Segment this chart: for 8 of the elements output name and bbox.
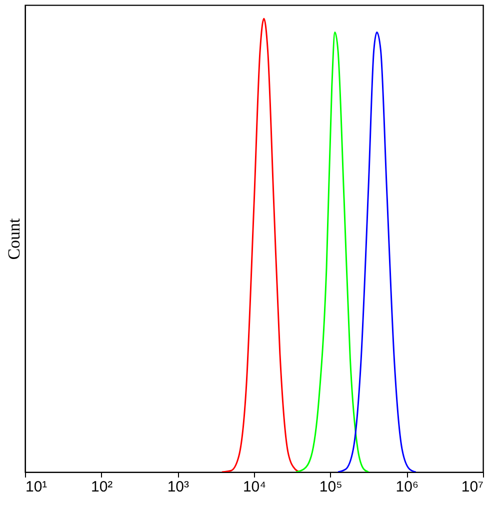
x-tick-label: 10⁶ — [396, 478, 419, 496]
y-axis-title: Count — [4, 218, 24, 260]
x-tick-label: 10⁵ — [319, 478, 342, 496]
x-tick-label: 10³ — [167, 478, 190, 496]
x-tick-label: 10¹ — [26, 478, 48, 496]
x-tick-label: 10⁴ — [242, 478, 266, 496]
x-tick-label: 10² — [90, 478, 113, 496]
x-tick-label: 10⁷ — [461, 478, 484, 496]
